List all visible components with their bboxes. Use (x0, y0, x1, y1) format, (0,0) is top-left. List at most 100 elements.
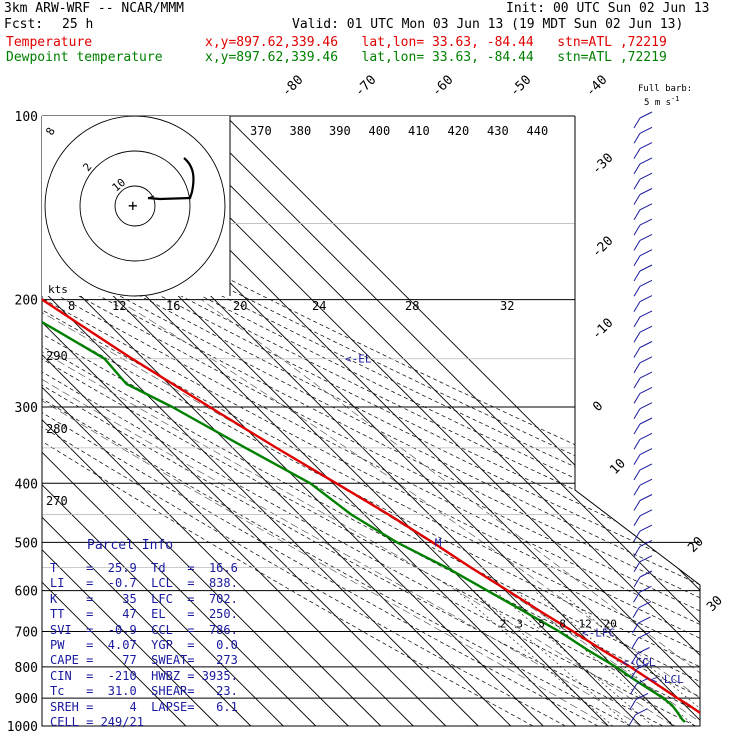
wind-barb-staff (633, 347, 641, 358)
hodograph-trace (147, 157, 195, 201)
mixing-ratio-line (472, 590, 631, 726)
wind-barb (639, 478, 653, 486)
pressure-tick-label: 900 (15, 692, 38, 707)
isotherm-line (225, 116, 700, 726)
temperature-profile (42, 116, 700, 726)
isotherm-line (42, 116, 447, 726)
dry-adiabat-line (42, 116, 700, 726)
wind-barb (639, 279, 653, 287)
wind-barb (639, 310, 653, 318)
parcel-info-row: CIN = -210 HWBZ = 3935. (50, 668, 238, 683)
level-marker-label: <-LCL (651, 673, 684, 686)
isotherm-label: 20 (685, 534, 707, 556)
wind-barb (638, 601, 652, 609)
full-barb-label: Full barb: (638, 84, 693, 94)
fcst-label: Fcst: (4, 17, 44, 32)
wind-barb (639, 325, 653, 333)
mixing-ratio-label: 3 (516, 618, 523, 631)
isotherm-line (42, 116, 219, 726)
pressure-tick-label: 300 (15, 401, 38, 416)
parcel-info-row: SREH = 4 LAPSE= 6.1 (50, 699, 238, 714)
wind-barb-staff (633, 530, 641, 542)
wind-barb (638, 616, 651, 624)
wind-barb (639, 402, 653, 410)
isotherm-line (42, 116, 512, 726)
wind-barb-staff (633, 515, 641, 527)
level-marker-label: <-CCL (622, 656, 655, 669)
isotherm-line (160, 116, 700, 726)
theta-label: 430 (487, 124, 509, 138)
mixing-ratio-label: 12 (578, 618, 591, 631)
isotherm-label: 10 (607, 456, 629, 478)
wind-barb-staff (630, 668, 638, 680)
wind-barb-staff (633, 377, 641, 389)
wind-barb (639, 432, 653, 440)
isotherm-label: -70 (352, 73, 379, 100)
wind-speed-label: 20 (233, 299, 247, 313)
wind-barb-staff (633, 178, 641, 190)
temperature-legend: Temperature (6, 35, 93, 50)
parcel-info-row: SVI = -0.9 CCL = 786. (50, 622, 238, 637)
pressure-tick-label: 100 (15, 110, 38, 125)
isotherm-label: -10 (589, 316, 616, 343)
wind-speed-label: 16 (166, 299, 180, 313)
wind-barb (639, 172, 653, 180)
wind-barb-staff (633, 286, 641, 297)
wind-barb-staff (633, 270, 641, 282)
wind-barb-staff (633, 255, 641, 266)
theta-label: 390 (329, 124, 351, 138)
wind-barb (639, 509, 653, 517)
mixing-ratio-label: 8 (559, 618, 566, 631)
isotherm-line (42, 116, 187, 726)
wind-barb (639, 126, 653, 134)
dry-adiabat-line (42, 116, 664, 726)
wind-barb-staff (633, 194, 641, 205)
moist-adiabat-line (201, 299, 700, 726)
wind-barb (639, 386, 653, 394)
wind-barb (639, 356, 653, 364)
mixing-ratio-line (456, 590, 614, 726)
isotherm-label: -80 (279, 73, 306, 100)
hodograph-ring (44, 115, 226, 297)
wind-barb-staff (633, 393, 641, 404)
wind-barb (639, 539, 653, 547)
wind-barb (639, 494, 653, 501)
isotherm-line (42, 116, 349, 726)
dewpoint-profile (42, 116, 686, 723)
parcel-info-row: Tc = 31.0 SHEAR= 23. (50, 684, 238, 699)
isotherm-label: -40 (583, 73, 610, 100)
wind-barb-staff (633, 408, 641, 419)
wind-barb-staff (633, 546, 641, 557)
parcel-info-row: K = 35 LFC = 702. (50, 591, 238, 606)
wind-barb-staff (629, 699, 637, 710)
wind-barb (637, 631, 651, 639)
mixing-ratio-label: 2 (500, 618, 507, 631)
moist-adiabat-line (42, 299, 609, 726)
dewpoint-location: x,y=897.62,339.46 lat,lon= 33.63, -84.44… (205, 50, 667, 65)
wind-barb-staff (633, 163, 641, 175)
wind-barb-staff (633, 362, 641, 374)
parcel-info-row: CAPE = 77 SWEAT= 273 (50, 653, 238, 668)
wind-barb-staff (633, 484, 641, 496)
dry-adiabat-label: 280 (46, 422, 68, 436)
hodograph-ring (79, 150, 191, 262)
dewpoint-legend: Dewpoint temperature (6, 50, 163, 65)
dry-adiabat-label: 270 (46, 494, 68, 508)
wind-barb (639, 249, 653, 257)
init-time: Init: 00 UTC Sun 02 Jun 13 (506, 1, 710, 16)
pressure-tick-label: 800 (15, 661, 38, 676)
isotherm-line (42, 116, 317, 726)
level-marker-label: <-EL (345, 353, 372, 366)
theta-label: 440 (527, 124, 549, 138)
wind-barb-staff (633, 592, 640, 603)
wind-barb-staff (633, 224, 641, 236)
wind-barb-staff (633, 301, 641, 312)
dry-adiabat-label: 290 (46, 349, 68, 363)
temperature-location: x,y=897.62,339.46 lat,lon= 33.63, -84.44… (205, 35, 667, 50)
wind-speed-label: 28 (405, 299, 419, 313)
model-title: 3km ARW-WRF -- NCAR/MMM (4, 1, 185, 16)
wind-barb (639, 570, 653, 578)
isotherm-label: -30 (589, 151, 616, 178)
isotherm-line (42, 116, 414, 726)
wind-barb (637, 647, 650, 654)
